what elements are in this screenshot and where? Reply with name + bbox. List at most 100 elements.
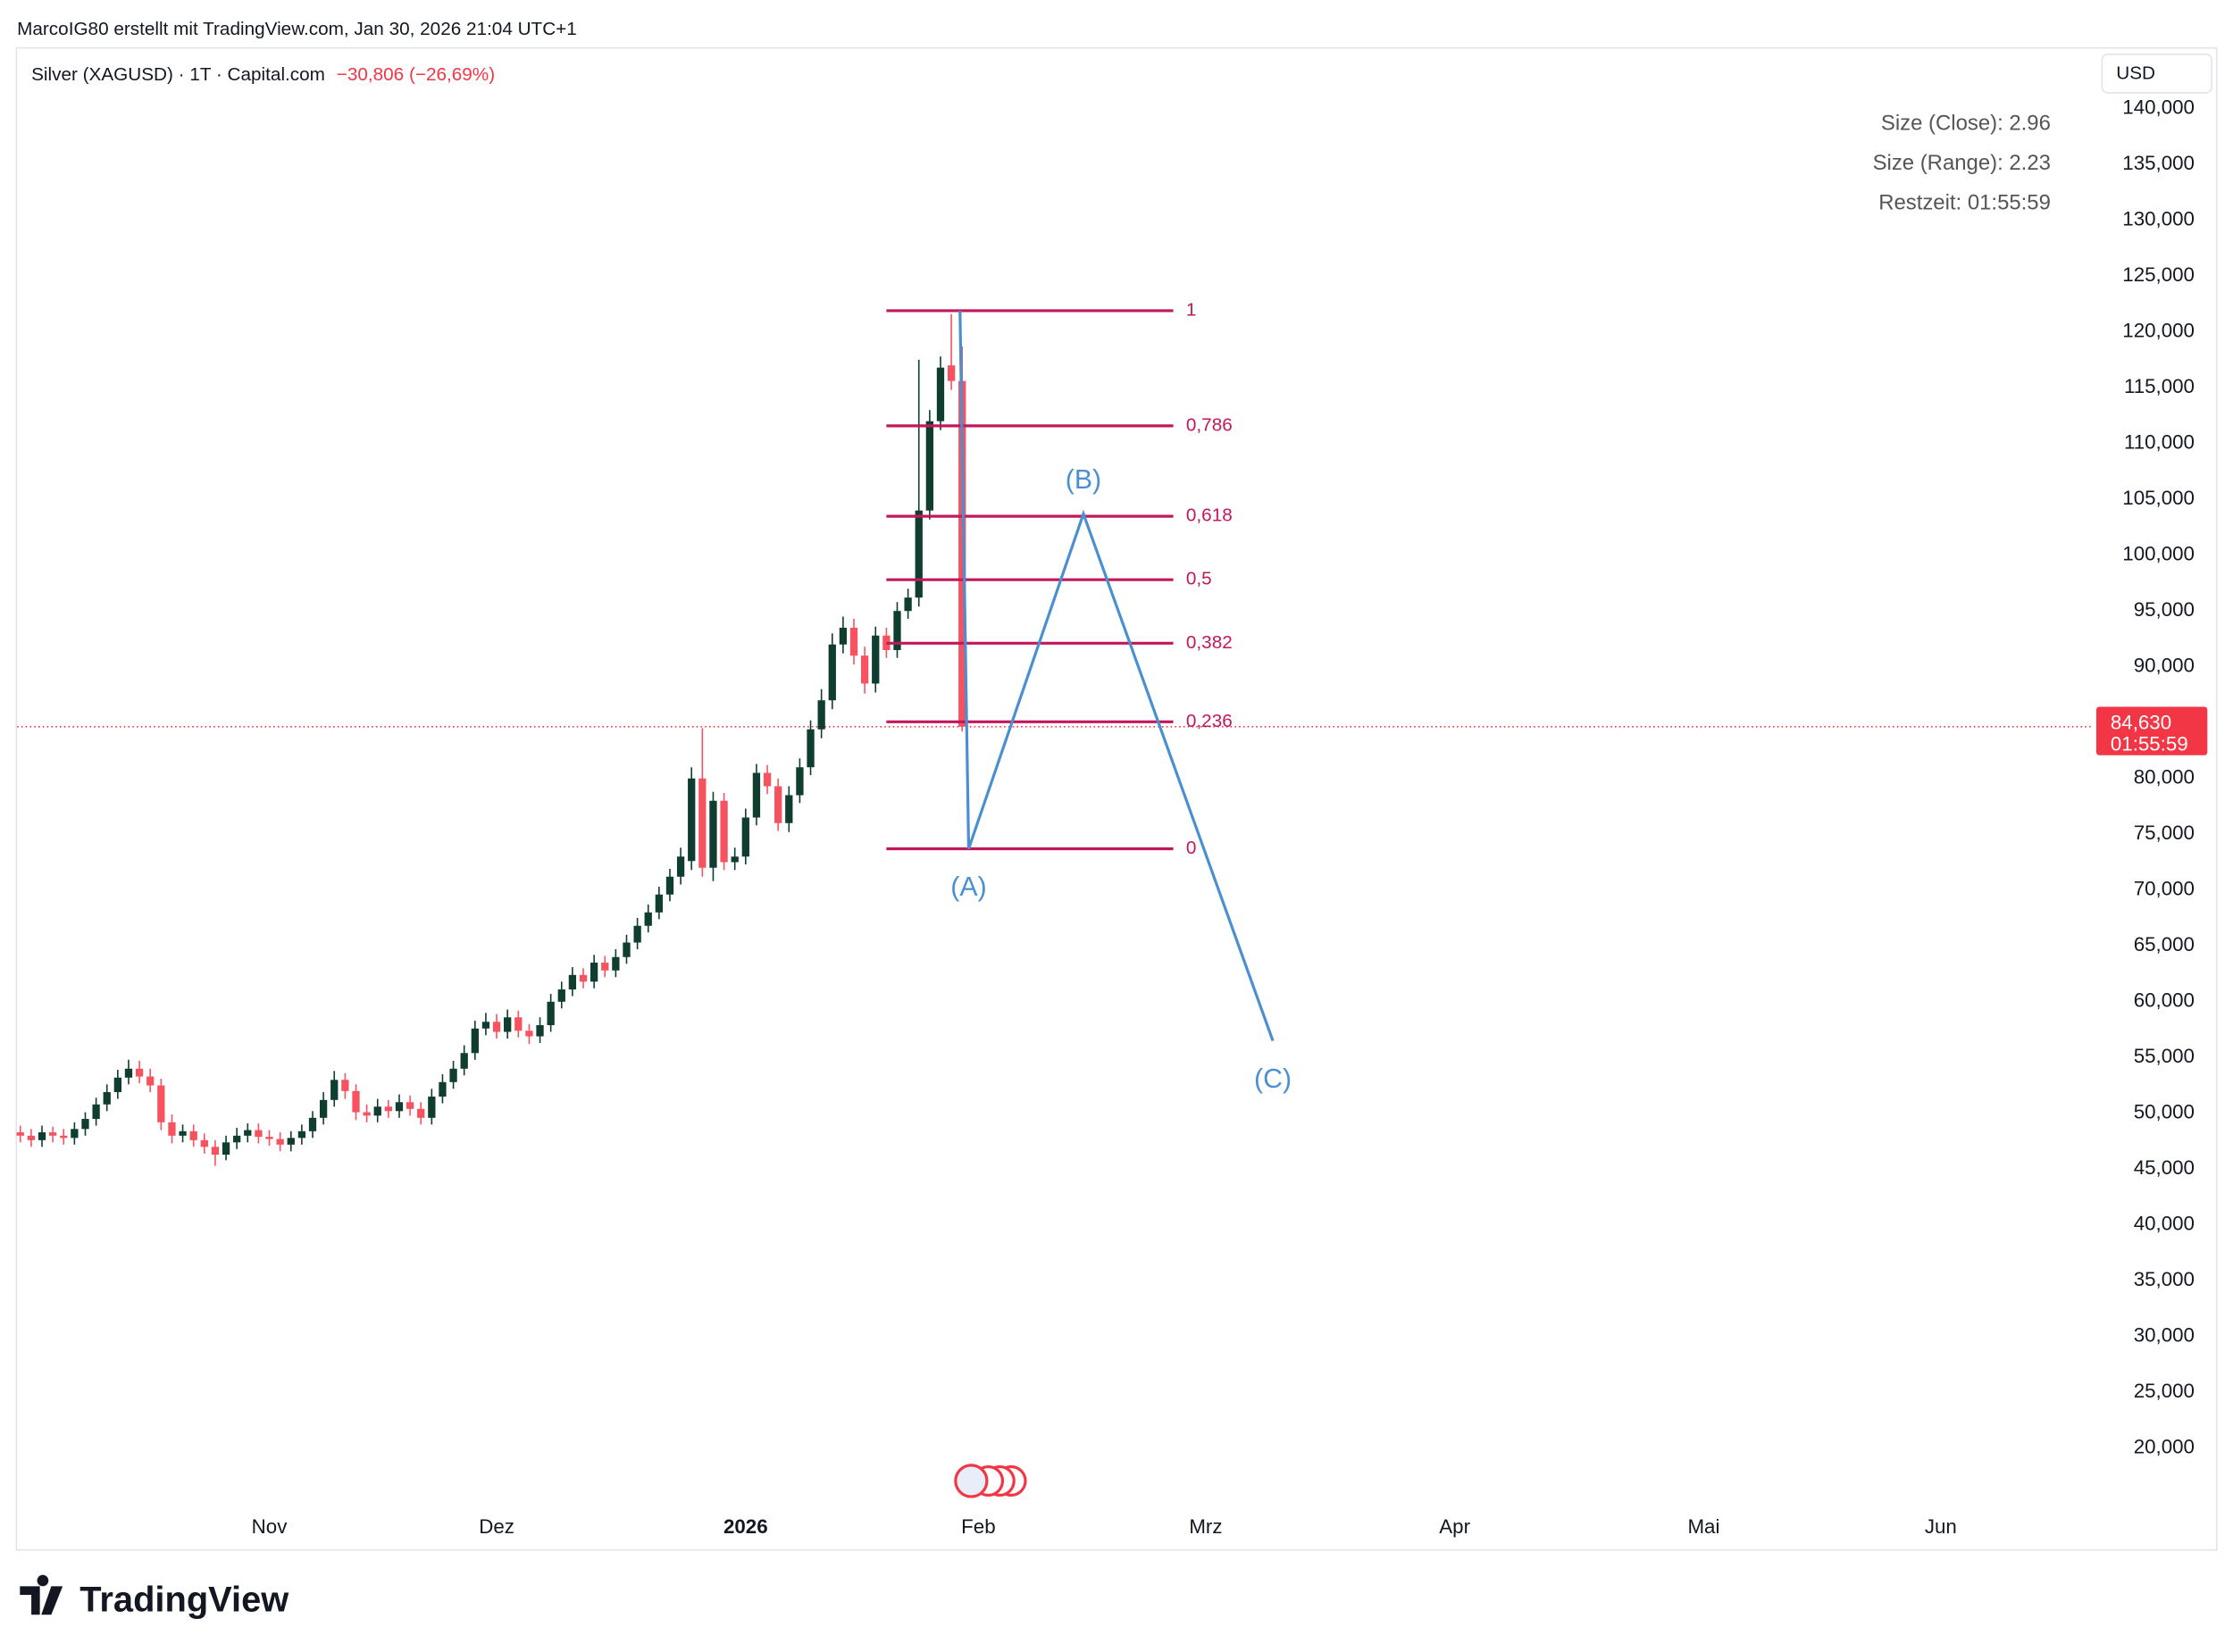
candle-body (81, 1119, 89, 1130)
y-tick-label: 140,000 (2122, 96, 2195, 119)
candle-body (439, 1081, 447, 1097)
candle-body (233, 1135, 241, 1143)
candle-body (189, 1131, 197, 1140)
y-tick-label: 100,000 (2122, 543, 2195, 565)
fib-label: 0,5 (1186, 569, 1212, 589)
candle-body (514, 1017, 523, 1031)
candle-body (947, 365, 956, 381)
candle-body (763, 772, 772, 787)
candle-body (449, 1068, 457, 1082)
candle-body (601, 963, 609, 971)
fib-label: 0,236 (1186, 711, 1233, 731)
candle-body (319, 1099, 328, 1118)
candle-body (222, 1142, 230, 1156)
y-tick-label: 60,000 (2134, 989, 2195, 1012)
candle-body (428, 1097, 436, 1118)
candle-body (741, 817, 749, 857)
candle-body (352, 1090, 360, 1113)
y-tick-label: 75,000 (2134, 822, 2195, 844)
x-tick-label: Mrz (1189, 1515, 1222, 1538)
info-line: Restzeit: 01:55:59 (1878, 191, 2051, 215)
currency-button[interactable] (2101, 54, 2212, 94)
candle-body (363, 1112, 371, 1116)
candle-body (752, 772, 761, 818)
candle-body (330, 1080, 339, 1100)
info-line: Size (Range): 2.23 (1873, 151, 2051, 175)
x-tick-label: Mai (1687, 1515, 1719, 1538)
candle-body (384, 1106, 392, 1112)
candle-body (135, 1068, 144, 1077)
price-tag-box (2095, 706, 2208, 755)
y-tick-label: 35,000 (2134, 1268, 2195, 1290)
candle-body (341, 1080, 349, 1091)
candle-body (211, 1147, 220, 1156)
candle-body (958, 380, 966, 727)
candle-body (536, 1025, 544, 1037)
wave-line (958, 310, 1275, 1042)
candle-body (568, 974, 577, 990)
fib-label: 0,618 (1186, 505, 1233, 526)
candle-body (925, 421, 933, 511)
candle-body (828, 644, 836, 701)
candle-body (244, 1130, 252, 1136)
y-tick-label: 20,000 (2134, 1436, 2195, 1458)
candle-body (720, 800, 728, 863)
candle-body (547, 1001, 555, 1026)
y-tick-label: 130,000 (2122, 208, 2195, 230)
wave-label: (B) (1066, 465, 1101, 495)
fib-label: 0,382 (1186, 632, 1233, 653)
y-tick-label: 70,000 (2134, 878, 2195, 900)
candle-body (590, 963, 598, 982)
candle-body (16, 1132, 24, 1136)
y-tick-label: 90,000 (2134, 655, 2195, 677)
candle-body (904, 597, 912, 612)
candle-body (492, 1022, 501, 1032)
candle-body (103, 1092, 111, 1105)
y-tick-label: 125,000 (2122, 263, 2195, 286)
y-tick-label: 45,000 (2134, 1156, 2195, 1179)
candle-body (644, 912, 652, 926)
currency[interactable]: USD (2116, 63, 2155, 84)
candle-body (525, 1030, 533, 1037)
candle-body (406, 1102, 414, 1109)
candle-body (92, 1104, 100, 1120)
y-tick-label: 30,000 (2134, 1324, 2195, 1347)
candle-body (38, 1132, 46, 1140)
candle-body (124, 1068, 133, 1078)
attribution: MarcoIG80 erstellt mit TradingView.com, … (17, 19, 577, 39)
candle-body (774, 786, 782, 823)
candle-body (872, 635, 880, 684)
event-icons[interactable] (954, 1464, 1027, 1498)
candle-body (71, 1129, 79, 1139)
y-tick-label: 25,000 (2134, 1380, 2195, 1402)
candle-body (579, 974, 588, 982)
candle-body (395, 1102, 404, 1112)
candle-body (860, 655, 869, 684)
y-tick-label: 65,000 (2134, 933, 2195, 955)
y-tick-label: 120,000 (2122, 320, 2195, 342)
fib-label: 0,786 (1186, 414, 1233, 435)
candle-body (817, 700, 825, 730)
candle-body (893, 611, 901, 650)
candle-body (915, 510, 923, 598)
candle-body (27, 1135, 36, 1140)
candle-body (698, 778, 707, 868)
candle-body (60, 1135, 68, 1139)
symbol: Silver (XAGUSD) · 1T · Capital.com (31, 64, 325, 85)
candle-body (287, 1138, 295, 1145)
candle-body (655, 894, 663, 913)
candle-body (676, 856, 685, 877)
candle-body (157, 1085, 165, 1122)
candle-body (48, 1132, 57, 1136)
candle-body (688, 778, 696, 862)
logo: TradingView (20, 1574, 289, 1619)
wave-label: (A) (950, 872, 986, 902)
candle-body (623, 942, 631, 957)
y-tick-label: 115,000 (2124, 375, 2195, 397)
candle-body (460, 1053, 468, 1069)
candle-body (807, 729, 815, 768)
candle-body (265, 1137, 273, 1139)
candle-body (849, 627, 858, 656)
y-tick-label: 40,000 (2134, 1213, 2195, 1235)
